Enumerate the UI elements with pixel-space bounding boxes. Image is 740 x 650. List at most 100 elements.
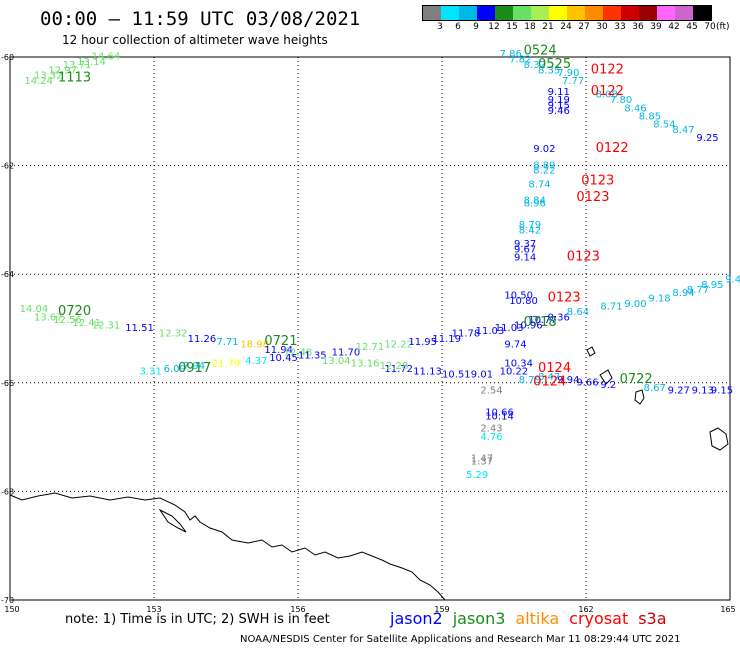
wave-height-label: 11.26 bbox=[188, 334, 217, 345]
wave-height-label: 2.43 bbox=[480, 424, 502, 435]
legend-label: 27 bbox=[578, 22, 590, 32]
lat-tick-label: -66 bbox=[1, 379, 14, 388]
pass-time-label: 0122 bbox=[591, 84, 624, 99]
pass-time-label: 0123 bbox=[567, 250, 600, 265]
legend-swatch bbox=[639, 6, 657, 20]
lon-tick-label: 153 bbox=[146, 605, 161, 614]
legend-label: 42 bbox=[668, 22, 680, 32]
legend-label: 18 bbox=[524, 22, 536, 32]
wave-height-label: 8.96 bbox=[524, 198, 546, 209]
legend-swatch bbox=[459, 6, 477, 20]
wave-height-label: 9.2 bbox=[600, 380, 616, 391]
wave-height-label: 8.95 bbox=[701, 280, 723, 291]
legend-label: 21 bbox=[542, 22, 554, 32]
wave-height-label: 14.04 bbox=[20, 304, 49, 315]
legend-swatch bbox=[585, 6, 603, 20]
wave-height-label: 10.77 bbox=[528, 315, 557, 326]
legend-swatch bbox=[693, 6, 711, 20]
island-1 bbox=[599, 369, 613, 385]
wave-height-label: 10.14 bbox=[485, 412, 514, 423]
footer-note: note: 1) Time is in UTC; 2) SWH is in fe… bbox=[65, 612, 330, 627]
island-2 bbox=[634, 389, 645, 405]
wave-height-label: 12.22 bbox=[384, 340, 413, 351]
wave-height-label: 9.13 bbox=[692, 386, 714, 397]
wave-height-label: 9.02 bbox=[533, 144, 555, 155]
wave-height-label: 9.14 bbox=[514, 253, 536, 264]
legend-label: 30 bbox=[596, 22, 608, 32]
wave-height-label: 12.97 bbox=[48, 65, 77, 76]
wave-height-label: 11.03 bbox=[476, 326, 505, 337]
satellite-name: cryosat bbox=[569, 609, 629, 628]
wave-height-label: 10.50 bbox=[504, 291, 533, 302]
wave-height-label: 10.80 bbox=[509, 296, 538, 307]
wave-height-label: 9.00 bbox=[624, 299, 646, 310]
wave-height-label: 8.08 bbox=[596, 90, 618, 101]
legend-swatch bbox=[495, 6, 513, 20]
satellite-name: jason2 bbox=[390, 609, 443, 628]
wave-height-label: 8.47 bbox=[538, 372, 560, 383]
legend-unit: (ft) bbox=[716, 22, 730, 32]
legend-label: 70 bbox=[704, 22, 716, 32]
legend-swatch bbox=[477, 6, 495, 20]
legend-label: 9 bbox=[473, 22, 479, 32]
wave-height-label: 9.36 bbox=[548, 312, 570, 323]
legend-label: 33 bbox=[614, 22, 626, 32]
wave-height-label: 13.67 bbox=[34, 312, 63, 323]
island-4 bbox=[586, 346, 596, 357]
lon-tick-label: 165 bbox=[720, 605, 735, 614]
wave-height-label: 8.46 bbox=[624, 103, 646, 114]
wave-height-label: 14.64 bbox=[92, 52, 121, 63]
wave-height-label: 11.35 bbox=[298, 350, 327, 361]
pass-time-label: 0917 bbox=[178, 361, 211, 376]
pass-time-label: 0124 bbox=[533, 375, 566, 390]
wave-height-label: 12.71 bbox=[356, 342, 385, 353]
legend-swatch bbox=[513, 6, 531, 20]
footer-credit: NOAA/NESDIS Center for Satellite Applica… bbox=[240, 634, 681, 645]
wave-height-label: 9.19 bbox=[548, 95, 570, 106]
wave-height-label: 14.24 bbox=[24, 76, 53, 87]
map-title: 00:00 — 11:59 UTC 03/08/2021 bbox=[40, 8, 361, 30]
wave-height-label: 9.01 bbox=[471, 369, 493, 380]
wave-height-label: 12.41 bbox=[72, 318, 101, 329]
wave-height-label: 12.48 bbox=[284, 348, 313, 359]
wave-height-label: 9.15 bbox=[711, 386, 733, 397]
wave-height-label: 13.32 bbox=[34, 71, 63, 82]
wave-height-label: 11.72 bbox=[384, 364, 413, 375]
wave-height-label: 8.35 bbox=[538, 65, 560, 76]
wave-height-label: 9.27 bbox=[668, 386, 690, 397]
wave-height-label: 3.31 bbox=[140, 367, 162, 378]
wave-height-label: 9.46 bbox=[548, 106, 570, 117]
pass-time-label: 0124 bbox=[538, 361, 571, 376]
wave-height-label: 8.79 bbox=[519, 220, 541, 231]
wave-height-label: 8.47 bbox=[672, 125, 694, 136]
wave-height-label: 7.77 bbox=[562, 76, 584, 87]
legend-swatch bbox=[531, 6, 549, 20]
pass-time-label: 0123 bbox=[576, 190, 609, 205]
wave-height-label: 12.31 bbox=[92, 321, 121, 332]
wave-height-label: 9.18 bbox=[648, 293, 670, 304]
lon-tick-label: 150 bbox=[4, 605, 19, 614]
wave-height-label: 5.29 bbox=[466, 470, 488, 481]
pass-time-label: 0524 bbox=[524, 43, 557, 58]
lon-tick-label: 159 bbox=[434, 605, 449, 614]
wave-height-label: 7.94 bbox=[183, 361, 205, 372]
wave-height-label: 13.04 bbox=[322, 356, 351, 367]
pass-time-label: 0721 bbox=[264, 334, 297, 349]
wave-height-label: 8.22 bbox=[533, 166, 555, 177]
wave-height-label: 11.13 bbox=[413, 367, 442, 378]
wave-height-label: 4.37 bbox=[245, 356, 267, 367]
wave-height-label: 18.98 bbox=[240, 340, 269, 351]
legend-swatch bbox=[441, 6, 459, 20]
wave-height-label: 12.32 bbox=[159, 329, 188, 340]
lon-tick-label: 162 bbox=[578, 605, 593, 614]
satellite-name: s3a bbox=[638, 609, 667, 628]
wave-height-label: 11.19 bbox=[432, 334, 461, 345]
wave-height-label: 11.78 bbox=[452, 329, 481, 340]
legend-swatch bbox=[675, 6, 693, 20]
wave-height-label: 10.51 bbox=[442, 369, 471, 380]
wave-height-label: 8.64 bbox=[567, 307, 589, 318]
wave-height-label: 8.89 bbox=[533, 160, 555, 171]
wave-height-label: 8.42 bbox=[519, 225, 541, 236]
